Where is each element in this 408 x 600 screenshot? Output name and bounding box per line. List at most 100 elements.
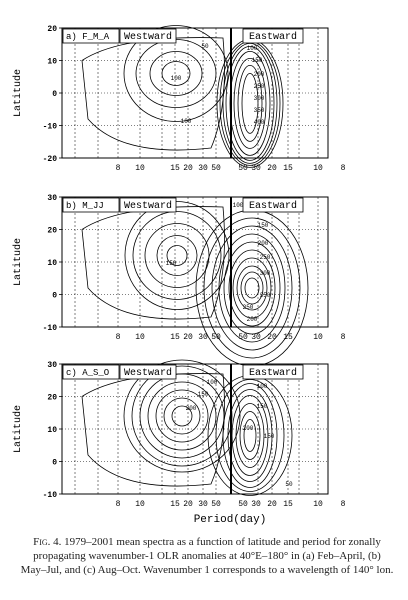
period-tick-label: 8 [341,500,346,509]
contour-value-label: 150 [252,57,263,64]
eastward-box [242,28,304,44]
eastward-box [242,364,304,380]
contour-line [244,277,260,299]
period-tick-label: 20 [267,164,277,173]
contour-value-label: 200 [254,71,265,78]
period-tick-label: 15 [283,164,293,173]
contour-line [219,41,281,166]
panel-label-box [62,197,120,213]
contour-value-label: 150 [198,391,209,398]
period-tick-label: 10 [313,164,323,173]
contour-line [163,397,201,435]
y-tick-label: 10 [47,259,57,268]
y-tick-label: 0 [52,459,57,468]
y-axis-label: Latitude [12,405,24,453]
contour-line [124,201,230,310]
contour-value-label: 250 [243,304,254,311]
contour-value-label: 200 [186,405,197,412]
contour-line [215,379,285,492]
contour-line [156,235,198,276]
westward-label: Westward [124,31,172,43]
period-tick-label: 30 [198,500,208,509]
caption-label: Fig. 4. [33,536,62,548]
y-tick-label: 20 [47,25,57,34]
contour-line [223,241,281,335]
period-tick-label: 10 [135,164,145,173]
eastward-box [242,197,304,213]
contour-value-label: 200 [258,240,269,247]
contour-value-label: 200 [243,425,254,432]
period-tick-label: 20 [267,333,277,342]
figure-caption: Fig. 4. 1979–2001 mean spectra as a func… [20,535,394,577]
contour-line [132,211,222,300]
westward-label: Westward [124,367,172,379]
contour-line [147,381,217,451]
y-tick-label: 20 [47,227,57,236]
contour-line [231,395,269,476]
period-tick-label: 50 [211,500,221,509]
contour-value-label: 100 [207,379,218,386]
contour-line [211,225,293,351]
contour-line [240,271,264,305]
contour-line [241,73,259,134]
eastward-label: Eastward [249,31,297,43]
contour-value-label: 100 [233,202,244,209]
contour-value-label: 100 [181,118,192,125]
period-tick-label: 50 [238,164,248,173]
contour-value-label: 150 [264,433,275,440]
eastward-label: Eastward [249,367,297,379]
contour-value-label: 150 [257,403,268,410]
period-tick-label: 15 [170,333,180,342]
contour-value-label: 300 [260,270,271,277]
period-tick-label: 10 [313,500,323,509]
westward-box [119,28,177,44]
contour-line [222,43,278,164]
eastward-label: Eastward [249,200,297,212]
contour-line [243,419,257,452]
panel-3: c) A_S_O Westward Eastward3020100-10Latitu… [12,359,346,509]
contour-line [155,389,209,443]
contour-value-label: 350 [254,107,265,114]
contour-value-label: 100 [171,75,182,82]
contour-value-label: 100 [247,45,258,52]
y-tick-label: -20 [43,155,58,164]
panel-label: a) F_M_A [66,32,110,42]
period-tick-label: 8 [116,500,121,509]
contour-line [123,25,229,122]
x-axis-label: Period(day) [194,514,267,526]
caption-text: 1979–2001 mean spectra as a function of … [20,536,394,576]
y-tick-label: 30 [47,194,57,203]
contour-line [171,405,193,427]
contour-line [235,403,265,468]
period-tick-label: 30 [251,333,261,342]
contour-line [161,61,191,86]
period-tick-label: 30 [198,333,208,342]
westward-box [119,197,177,213]
period-tick-label: 20 [183,500,193,509]
y-tick-label: -10 [43,324,58,333]
y-tick-label: 10 [47,426,57,435]
period-tick-label: 50 [238,500,248,509]
period-tick-label: 15 [283,333,293,342]
period-tick-label: 10 [135,500,145,509]
y-tick-label: 20 [47,394,57,403]
contour-line [228,249,276,327]
contour-value-label: 150 [258,222,269,229]
period-tick-label: 10 [313,333,323,342]
contour-value-label: 50 [201,43,209,50]
period-tick-label: 8 [116,164,121,173]
contour-value-label: 300 [254,95,265,102]
contour-line [139,373,225,459]
period-tick-label: 8 [116,333,121,342]
contour-line [229,51,271,156]
y-tick-label: -10 [43,491,58,500]
contour-value-label: 250 [260,254,271,261]
period-tick-label: 20 [183,333,193,342]
westward-box [119,364,177,380]
contour-value-label: 50 [285,481,293,488]
contour-line [233,58,267,149]
period-tick-label: 8 [341,164,346,173]
period-tick-label: 8 [341,333,346,342]
period-tick-label: 50 [211,333,221,342]
